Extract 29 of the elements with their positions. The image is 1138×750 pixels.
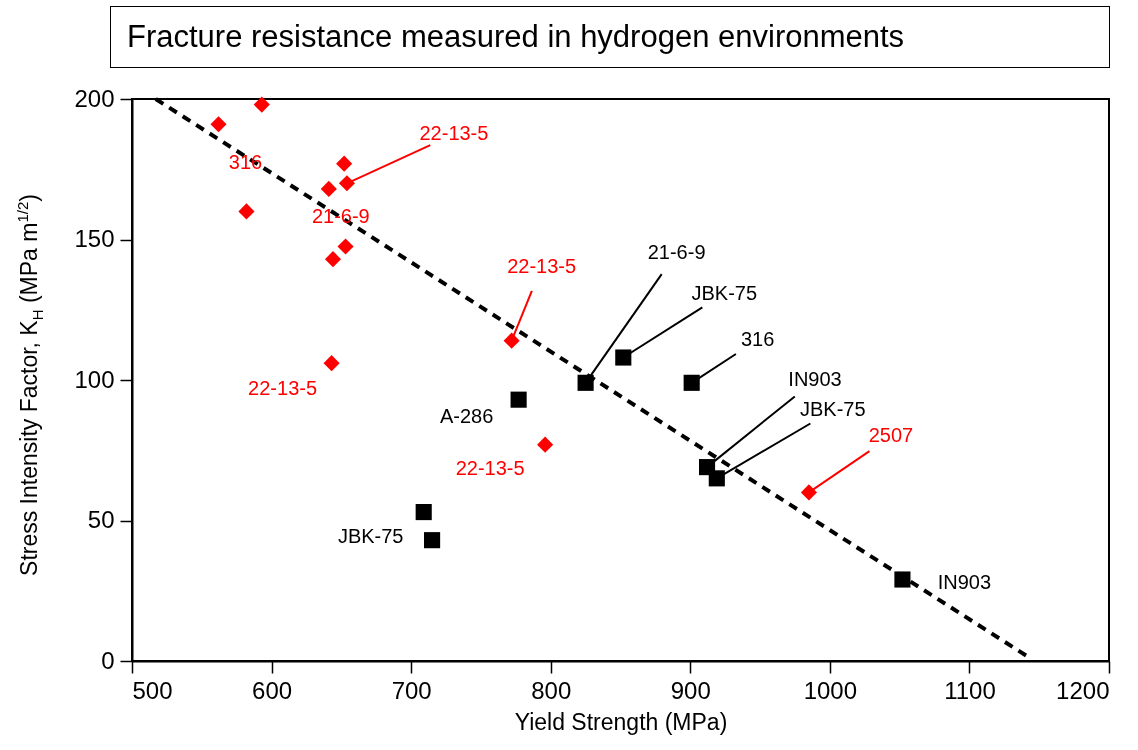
annotation: JBK-75 (800, 398, 866, 421)
annotation: 22-13-5 (455, 456, 525, 479)
annotation: 316 (740, 327, 775, 350)
y-tick-label: 150 (74, 225, 115, 252)
annotation: JBK-75 (691, 281, 758, 304)
y-tick-label: 50 (87, 506, 115, 533)
annotation: A-286 (439, 404, 494, 427)
x-tick-label: 500 (132, 676, 173, 704)
x-tick-label: 800 (531, 676, 572, 704)
annotation: JBK-75 (337, 525, 404, 548)
annotation: 21-6-9 (647, 240, 706, 263)
y-tick-label: 0 (101, 646, 115, 674)
x-tick-label: 1000 (803, 676, 858, 704)
annotation: 22-13-5 (419, 122, 489, 145)
x-tick-label: 900 (670, 676, 711, 704)
y-tick-label: 200 (74, 84, 115, 112)
x-tick-label: 1200 (1056, 676, 1110, 704)
chart-title: Fracture resistance measured in hydrogen environments (110, 6, 1110, 68)
y-tick-label: 100 (74, 365, 115, 393)
annotation: IN903 (788, 368, 842, 391)
annotation: 22-13-5 (248, 377, 318, 400)
annotation: 316 (228, 151, 263, 174)
x-tick-label: 700 (391, 676, 432, 704)
annotation: 22-13-5 (507, 254, 577, 277)
x-tick-label: 1100 (944, 676, 996, 704)
x-axis-title: Yield Strength (MPa) (514, 708, 728, 735)
annotation: 2507 (868, 424, 914, 447)
x-tick-label: 600 (252, 676, 293, 704)
annotation: IN903 (937, 570, 992, 593)
